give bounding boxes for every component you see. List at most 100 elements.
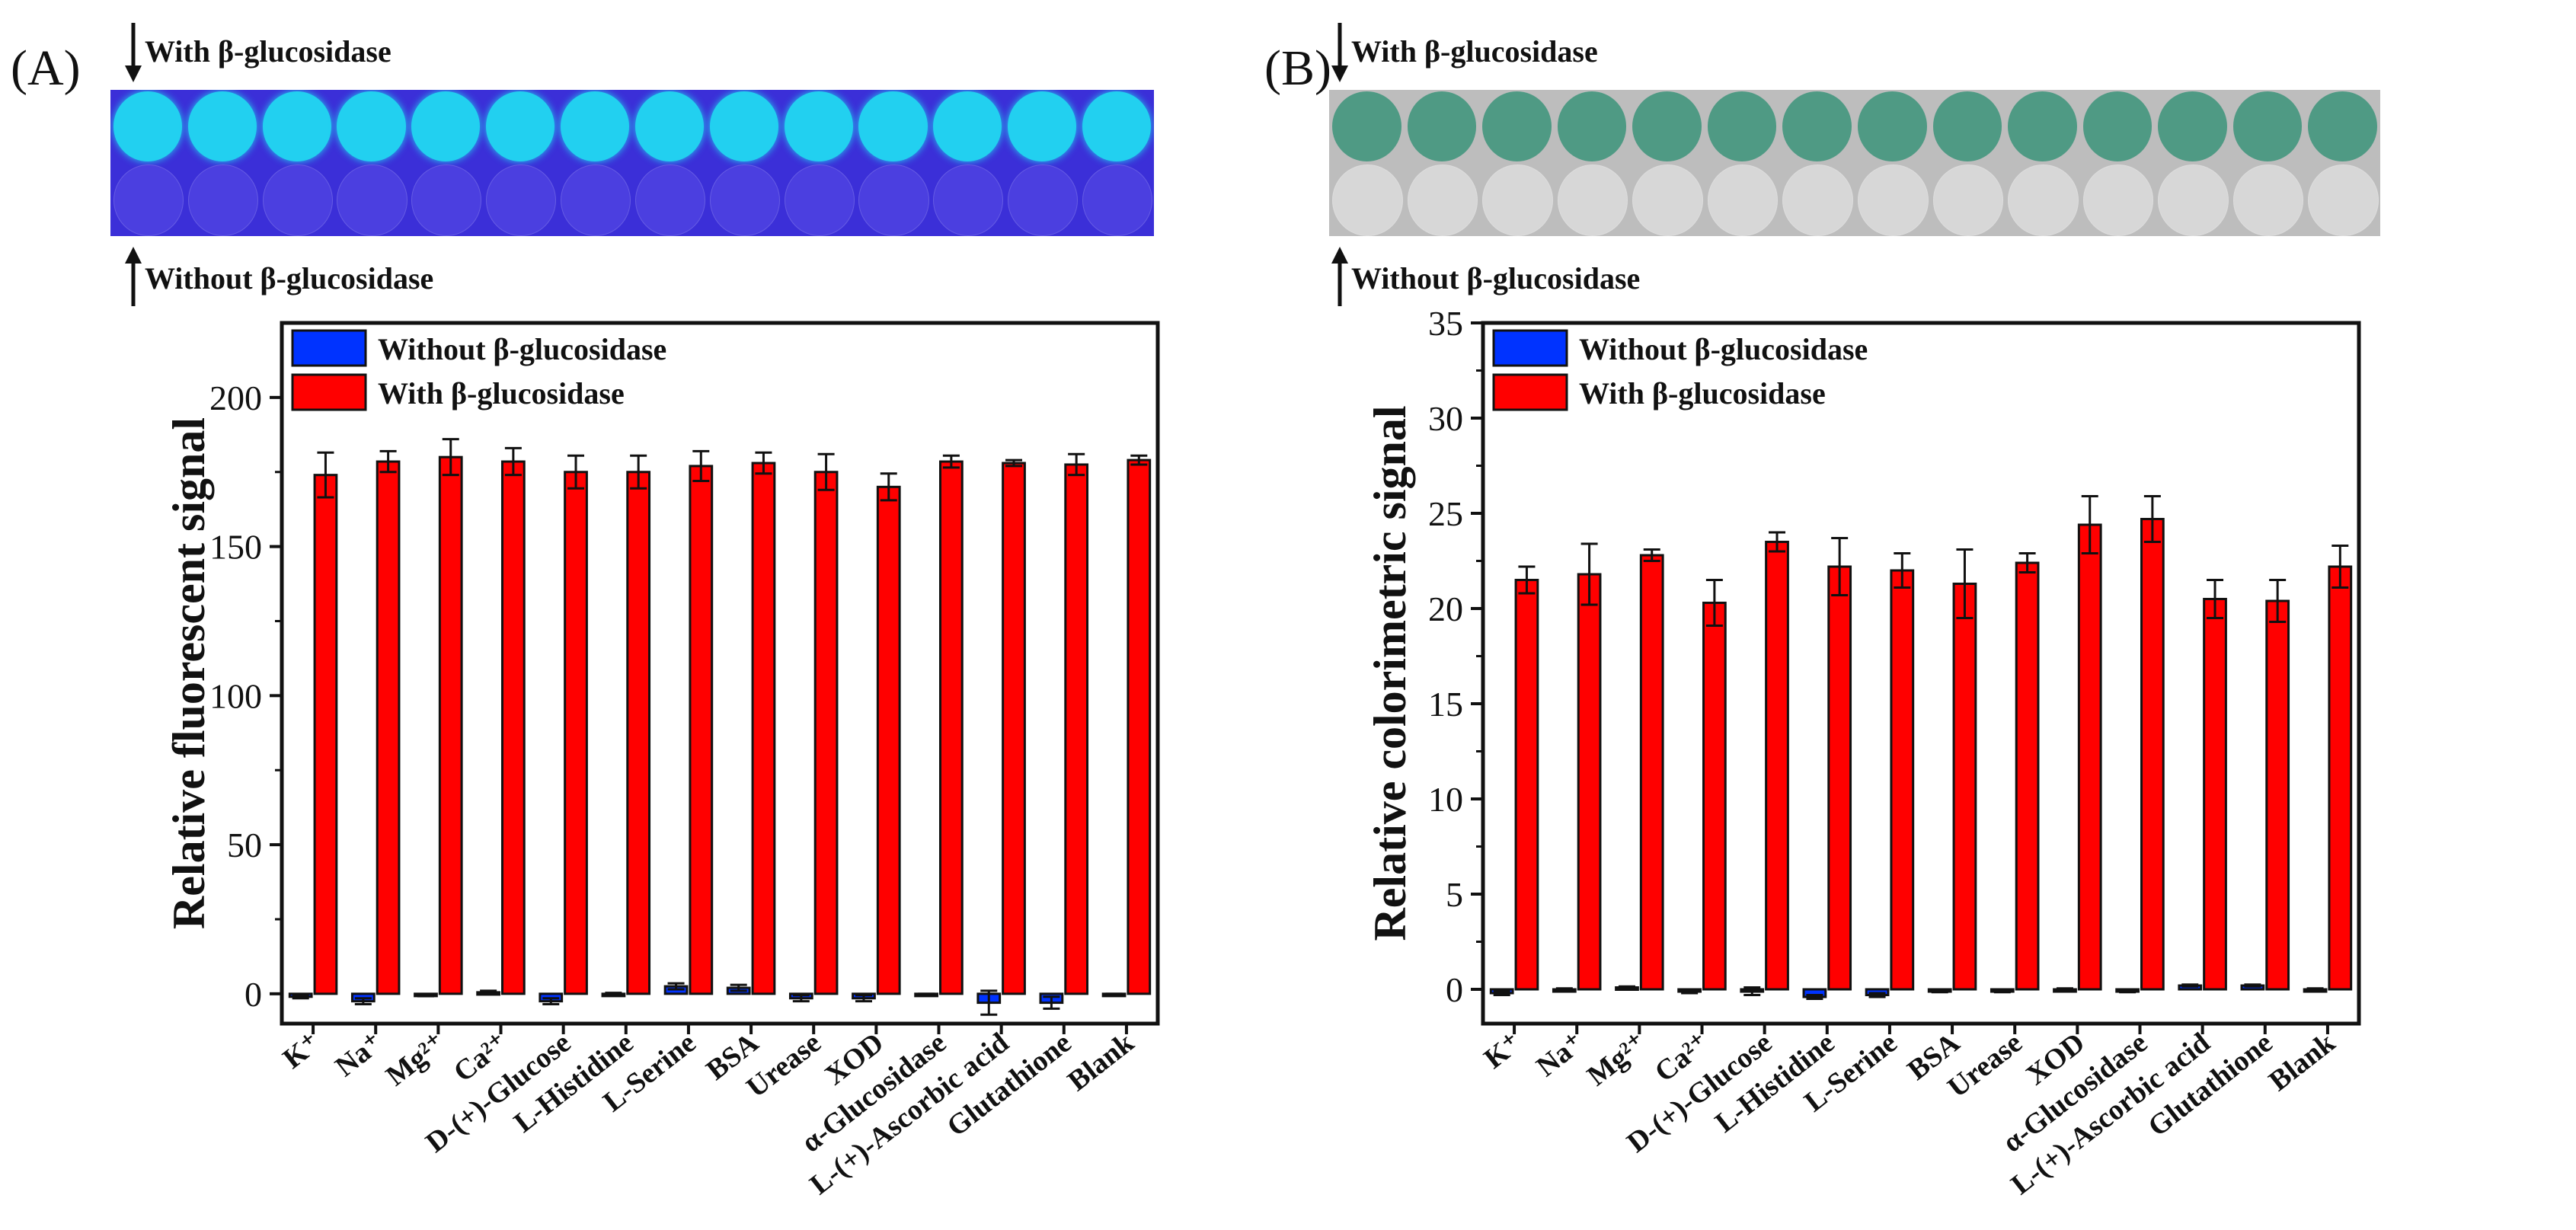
down-arrow-icon <box>1331 23 1348 82</box>
bar-with <box>2328 565 2353 991</box>
well-without-enzyme <box>2082 165 2154 236</box>
photo-b-with-label: With β-glucosidase <box>1351 34 1598 69</box>
bar-with <box>438 455 463 995</box>
down-arrow-icon <box>125 23 142 82</box>
bar-with <box>1890 569 1915 991</box>
legend-swatch-with <box>291 373 367 411</box>
bar-with <box>1577 573 1602 991</box>
photo-a-with-label: With β-glucosidase <box>145 34 392 69</box>
well-without-enzyme <box>784 165 855 236</box>
bar-with <box>1639 554 1664 991</box>
well-without-enzyme <box>411 165 482 236</box>
bar-with <box>376 460 401 995</box>
well-without-enzyme <box>1082 165 1153 236</box>
well-with-enzyme <box>2308 91 2378 161</box>
well-with-enzyme <box>2158 91 2227 161</box>
y-tick-label: 25 <box>1428 494 1463 533</box>
well-without-enzyme <box>1008 165 1079 236</box>
legend-label-without: Without β-glucosidase <box>378 332 666 366</box>
well-without-enzyme <box>561 165 631 236</box>
x-category-label: Blank <box>2263 1026 2341 1097</box>
bar-with <box>689 465 714 995</box>
well-with-enzyme <box>337 91 406 161</box>
well-without-enzyme <box>337 165 407 236</box>
well-without-enzyme <box>1331 165 1403 236</box>
legend-label-without: Without β-glucosidase <box>1579 332 1868 366</box>
plot-frame <box>1481 321 2361 1026</box>
well-with-enzyme <box>1932 91 2002 161</box>
well-with-enzyme <box>1707 91 1777 161</box>
x-category-label: Blank <box>1062 1026 1140 1097</box>
well-without-enzyme <box>634 165 705 236</box>
bar-with <box>2203 598 2227 991</box>
well-with-enzyme <box>262 91 331 161</box>
well-with-enzyme <box>2008 91 2077 161</box>
bar-with <box>1952 583 1977 991</box>
well-without-enzyme <box>187 165 258 236</box>
panel-b-label: (B) <box>1264 40 1331 96</box>
well-with-enzyme <box>709 91 778 161</box>
well-with-enzyme <box>1632 91 1702 161</box>
well-with-enzyme <box>1008 91 1077 161</box>
well-with-enzyme <box>411 91 481 161</box>
up-arrow-icon <box>125 247 142 306</box>
bar-with <box>751 462 776 995</box>
colorimetric-photo-strip <box>1329 90 2380 236</box>
well-without-enzyme <box>2232 165 2304 236</box>
legend-swatch-without <box>291 329 367 367</box>
well-without-enzyme <box>1557 165 1628 236</box>
y-axis-label: Relative fluorescent signal <box>164 417 214 929</box>
well-with-enzyme <box>2082 91 2153 161</box>
legend-label-with: With β-glucosidase <box>378 376 625 411</box>
y-tick-label: 15 <box>1428 685 1463 724</box>
y-tick-label: 10 <box>1428 780 1463 819</box>
bar-with <box>2015 561 2040 991</box>
bar-with <box>1064 463 1089 995</box>
well-with-enzyme <box>486 91 555 161</box>
bar-with <box>1702 602 1727 991</box>
colorimetric-bar-chart: 0 5 10 15 20 25 30 35 Relative colorimetric sign… <box>1365 305 2361 1201</box>
well-without-enzyme <box>113 165 184 236</box>
bar-with <box>564 471 588 995</box>
well-with-enzyme <box>1782 91 1852 161</box>
bar-with <box>501 460 526 995</box>
legend-swatch-without <box>1492 329 1568 367</box>
x-category-label: Mg²⁺ <box>380 1027 452 1092</box>
well-without-enzyme <box>1407 165 1478 236</box>
legend-label-with: With β-glucosidase <box>1579 376 1826 411</box>
y-tick-label: 0 <box>244 975 262 1014</box>
well-without-enzyme <box>1482 165 1553 236</box>
bar-with <box>1127 458 1152 995</box>
bar-with <box>939 460 964 995</box>
well-with-enzyme <box>1482 91 1552 161</box>
well-without-enzyme <box>2158 165 2229 236</box>
well-with-enzyme <box>634 91 704 161</box>
x-category-label: Na⁺ <box>1530 1027 1590 1083</box>
well-with-enzyme <box>561 91 630 161</box>
well-without-enzyme <box>1782 165 1854 236</box>
up-arrow-icon <box>1331 247 1348 306</box>
well-without-enzyme <box>486 165 557 236</box>
photo-b-without-label: Without β-glucosidase <box>1351 261 1641 296</box>
panel-a-label: (A) <box>11 40 81 96</box>
well-with-enzyme <box>784 91 853 161</box>
well-with-enzyme <box>933 91 1002 161</box>
well-without-enzyme <box>1632 165 1703 236</box>
well-without-enzyme <box>262 165 333 236</box>
well-with-enzyme <box>187 91 257 161</box>
y-tick-label: 5 <box>1446 875 1463 914</box>
bar-with <box>1765 541 1789 991</box>
photo-a-without-label: Without β-glucosidase <box>145 261 434 296</box>
bar-with <box>813 471 839 995</box>
y-tick-label: 150 <box>209 528 262 567</box>
well-with-enzyme <box>858 91 928 161</box>
well-with-enzyme <box>1857 91 1927 161</box>
legend-swatch-with <box>1492 373 1568 411</box>
well-with-enzyme <box>2232 91 2303 161</box>
y-tick-label: 20 <box>1428 589 1463 628</box>
bar-with <box>2140 518 2165 991</box>
bar-with <box>1514 579 1539 991</box>
x-category-label: K⁺ <box>1478 1027 1528 1075</box>
bar-with <box>1827 565 1852 991</box>
